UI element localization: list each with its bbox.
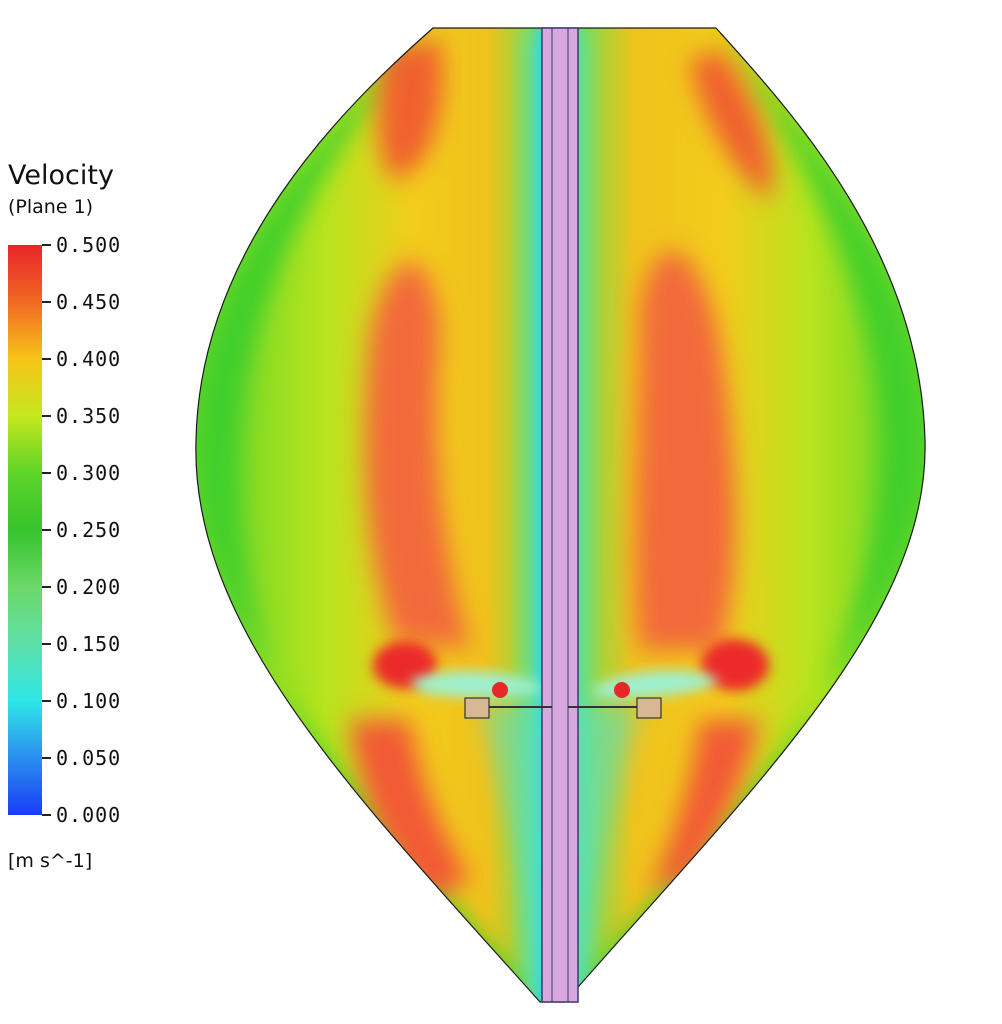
tick-label: 0.400 <box>56 347 122 371</box>
legend-subtitle: (Plane 1) <box>8 196 94 218</box>
tick-mark <box>42 700 51 702</box>
velocity-legend: Velocity (Plane 1) 0.500 0.450 0.400 0.350 0… <box>0 0 200 1024</box>
impeller-shaft <box>541 27 579 1003</box>
tick-label: 0.200 <box>56 575 122 599</box>
colorbar <box>8 245 42 815</box>
tick-mark <box>42 757 51 759</box>
tick-label: 0.100 <box>56 689 122 713</box>
tick-mark <box>42 529 51 531</box>
tick-label: 0.150 <box>56 632 122 656</box>
tick-label: 0.250 <box>56 518 122 542</box>
tick-mark <box>42 814 51 816</box>
tick-mark <box>42 244 51 246</box>
tick-mark <box>42 301 51 303</box>
impeller-blades <box>464 697 662 719</box>
legend-unit: [m s^-1] <box>8 850 93 872</box>
tick-label: 0.350 <box>56 404 122 428</box>
tick-label: 0.050 <box>56 746 122 770</box>
tick-mark <box>42 358 51 360</box>
tick-mark <box>42 586 51 588</box>
legend-title: Velocity <box>8 160 114 191</box>
tick-label: 0.500 <box>56 233 122 257</box>
tick-label: 0.000 <box>56 803 122 827</box>
tick-label: 0.450 <box>56 290 122 314</box>
tick-mark <box>42 415 51 417</box>
tick-mark <box>42 643 51 645</box>
tick-label: 0.300 <box>56 461 122 485</box>
tick-mark <box>42 472 51 474</box>
